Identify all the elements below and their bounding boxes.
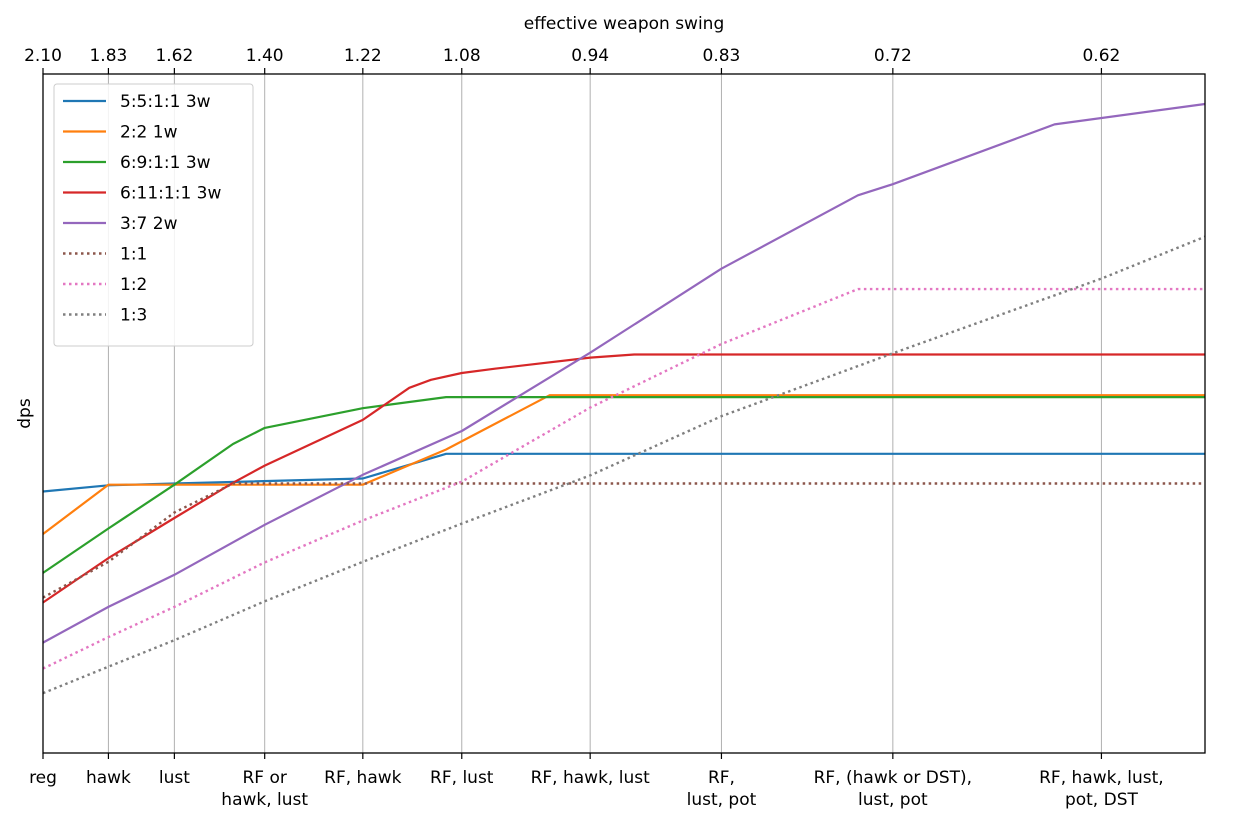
series-line-2-2-1w [42, 394, 1205, 535]
top-tick-label: 1.83 [89, 46, 127, 66]
legend-label: 6:9:1:1 3w [120, 153, 211, 173]
legend-label: 1:3 [120, 306, 147, 326]
legend-label: 1:1 [120, 245, 147, 265]
top-tick-label: 2.10 [24, 46, 62, 66]
series-line-5-5-1-1-3w [42, 452, 1205, 493]
series-line-6-9-1-1-3w [42, 396, 1205, 574]
bottom-tick-label: lust [159, 768, 190, 788]
series-lines [42, 102, 1206, 695]
plot-area-frame [42, 73, 1206, 754]
bottom-tick-label: reg [29, 768, 57, 788]
top-tick-label: 1.40 [246, 46, 284, 66]
series-line-1-3 [42, 235, 1206, 695]
bottom-x-axis: reg hawk lust RF or hawk, lust RF, hawk RF, lu… [29, 753, 1164, 810]
legend: 5:5:1:1 3w 2:2 1w 6:9:1:1 3w 6:11:1:1 3w 3:7… [53, 83, 254, 347]
legend-box [53, 83, 254, 347]
legend-label: 1:2 [120, 275, 147, 295]
top-x-axis: 2.10 1.83 1.62 1.40 1.22 1.08 0.94 0.83 0.72 0.62 [24, 46, 1120, 74]
top-tick-label: 1.08 [443, 46, 481, 66]
legend-label: 2:2 1w [120, 123, 178, 143]
bottom-tick-label: RF, lust [430, 768, 494, 788]
legend-label: 6:11:1:1 3w [120, 184, 221, 204]
top-tick-label: 0.62 [1082, 46, 1120, 66]
y-axis-title: dps [15, 398, 35, 429]
series-line-1-2 [42, 287, 1205, 670]
bottom-tick-label: RF, hawk [324, 768, 401, 788]
bottom-tick-label: RF, (hawk or DST), lust, pot [814, 768, 972, 810]
series-line-6-11-1-1-3w [42, 353, 1205, 604]
bottom-tick-label: RF, hawk, lust [531, 768, 651, 788]
bottom-tick-label: RF or hawk, lust [221, 768, 308, 810]
top-tick-label: 0.72 [874, 46, 912, 66]
top-tick-label: 1.62 [155, 46, 193, 66]
top-tick-label: 0.94 [571, 46, 609, 66]
legend-label: 3:7 2w [120, 214, 178, 234]
top-tick-label: 0.83 [703, 46, 741, 66]
top-tick-label: 1.22 [344, 46, 382, 66]
series-line-1-1 [42, 482, 1205, 599]
bottom-tick-label: RF, hawk, lust, pot, DST [1039, 768, 1164, 810]
top-axis-title: effective weapon swing [524, 14, 725, 34]
series-line-3-7-2w [42, 102, 1206, 644]
bottom-tick-label: hawk [86, 768, 131, 788]
legend-label: 5:5:1:1 3w [120, 92, 211, 112]
bottom-tick-label: RF, lust, pot [687, 768, 757, 810]
